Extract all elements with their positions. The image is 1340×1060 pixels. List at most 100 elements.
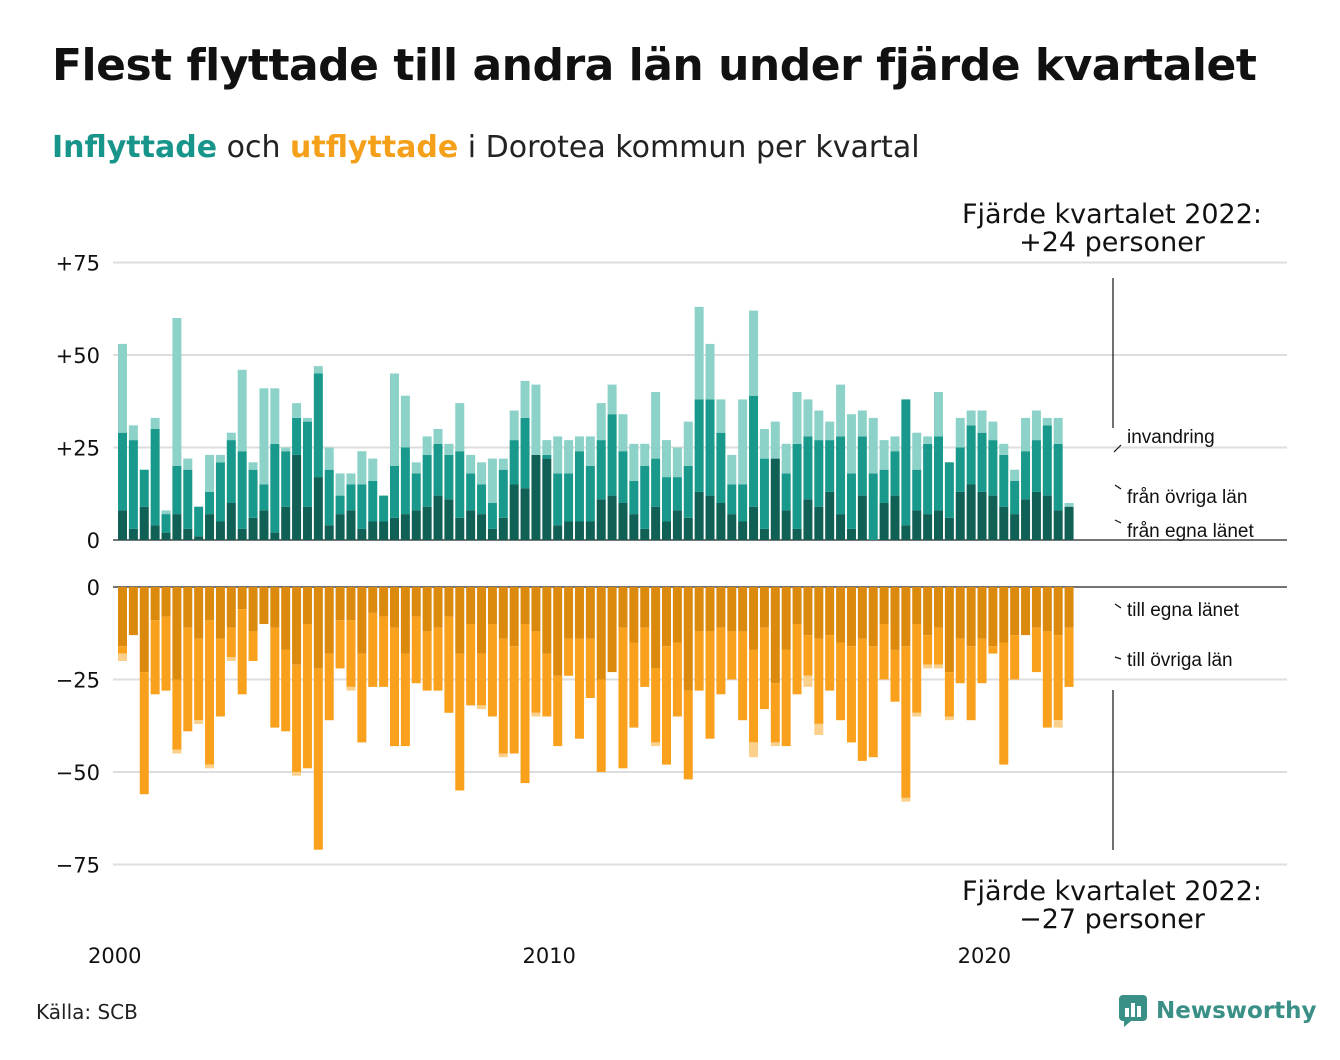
bar-out-1: [944, 672, 954, 717]
label-till-egna-lanet: till egna länet: [1127, 600, 1240, 621]
bar-out-0: [1042, 587, 1052, 632]
bar-in-1: [390, 466, 399, 518]
bar-in-2: [727, 454, 737, 485]
bar-out-0: [727, 587, 737, 632]
bar-in-0: [716, 503, 726, 540]
bar-out-0: [836, 587, 846, 643]
label-till-ovriga-lan: till övriga län: [1127, 650, 1233, 671]
bar-out-0: [814, 587, 824, 639]
bar-in-2: [836, 384, 846, 437]
y-tick-label-bottom: −50: [56, 761, 100, 785]
bar-in-2: [553, 436, 563, 474]
bar-out-0: [1010, 587, 1020, 636]
bar-out-2: [934, 664, 943, 669]
bar-in-2: [803, 399, 813, 437]
bar-in-2: [999, 443, 1009, 455]
bar-out-1: [498, 638, 508, 754]
bar-out-0: [335, 587, 345, 621]
bar-in-1: [890, 451, 900, 496]
bar-in-2: [455, 403, 465, 452]
bar-in-0: [564, 521, 574, 540]
bar-in-1: [651, 458, 661, 507]
bar-in-1: [346, 484, 356, 511]
bar-out-2: [498, 753, 508, 758]
y-tick-label-bottom: −25: [56, 669, 100, 693]
bar-in-2: [215, 454, 225, 463]
bar-in-1: [172, 466, 182, 515]
bar-out-0: [585, 587, 595, 639]
bar-in-2: [346, 473, 356, 485]
bar-in-1: [901, 399, 911, 526]
bar-out-0: [618, 587, 628, 628]
bar-out-0: [923, 587, 933, 636]
bar-out-1: [270, 627, 280, 728]
bar-out-0: [825, 587, 835, 636]
bar-in-0: [825, 491, 835, 540]
bar-in-1: [444, 454, 454, 500]
bar-in-2: [487, 458, 497, 503]
bar-out-1: [629, 642, 639, 728]
bar-out-1: [357, 653, 367, 743]
bar-in-2: [607, 384, 617, 415]
bar-out-1: [585, 638, 595, 698]
bar-out-0: [215, 587, 225, 639]
source-note: Källa: SCB: [36, 1000, 138, 1024]
label-pointer-till-ovriga: [1114, 656, 1122, 660]
bar-in-1: [313, 373, 323, 478]
bar-out-1: [868, 646, 878, 758]
bar-out-1: [335, 620, 345, 669]
x-tick-label: 2020: [958, 944, 1011, 968]
bar-in-0: [292, 454, 302, 540]
bar-in-0: [705, 495, 715, 540]
bar-out-0: [368, 587, 378, 613]
bar-in-1: [629, 480, 639, 515]
bar-out-1: [444, 616, 454, 713]
bar-in-0: [128, 528, 138, 540]
bar-in-2: [172, 318, 182, 466]
bar-out-1: [694, 631, 704, 691]
bar-in-0: [694, 491, 704, 540]
bar-out-0: [520, 587, 530, 624]
label-pointer-egna: [1114, 519, 1122, 524]
bar-in-0: [335, 514, 345, 540]
bar-in-2: [705, 343, 715, 400]
bar-out-1: [248, 631, 258, 661]
bars-layer: [118, 306, 1074, 850]
bar-in-2: [629, 443, 639, 481]
bar-in-0: [803, 499, 813, 540]
bar-out-1: [574, 638, 584, 739]
bar-in-0: [890, 495, 900, 540]
bar-in-0: [172, 514, 182, 540]
bar-in-0: [183, 528, 193, 540]
bar-in-1: [248, 469, 258, 518]
bar-out-2: [194, 720, 204, 724]
bar-out-1: [901, 646, 911, 798]
bar-out-1: [509, 646, 519, 754]
annotation-bottom-line2: −27 personer: [1019, 904, 1206, 935]
bar-out-1: [324, 653, 334, 721]
bar-in-2: [466, 454, 476, 474]
bar-out-0: [607, 587, 617, 673]
bar-in-1: [694, 399, 704, 492]
bar-out-1: [411, 616, 421, 684]
bar-in-1: [1053, 443, 1063, 511]
bar-out-1: [651, 668, 661, 743]
bar-in-1: [912, 469, 922, 511]
bar-in-0: [662, 521, 671, 540]
bar-out-1: [955, 638, 965, 684]
y-tick-label-bottom: 0: [87, 576, 100, 600]
bar-out-0: [651, 587, 661, 669]
bar-in-2: [923, 436, 933, 444]
bar-in-2: [792, 392, 802, 444]
bar-in-2: [640, 443, 650, 466]
bar-in-1: [455, 451, 465, 518]
bar-in-2: [574, 436, 584, 452]
bar-out-0: [194, 587, 204, 639]
bar-out-1: [466, 624, 476, 706]
bar-in-1: [988, 440, 998, 496]
bar-in-2: [292, 403, 302, 418]
bar-out-0: [150, 587, 160, 621]
bar-out-1: [912, 624, 922, 713]
bar-in-0: [770, 458, 780, 540]
bar-out-0: [629, 587, 639, 643]
